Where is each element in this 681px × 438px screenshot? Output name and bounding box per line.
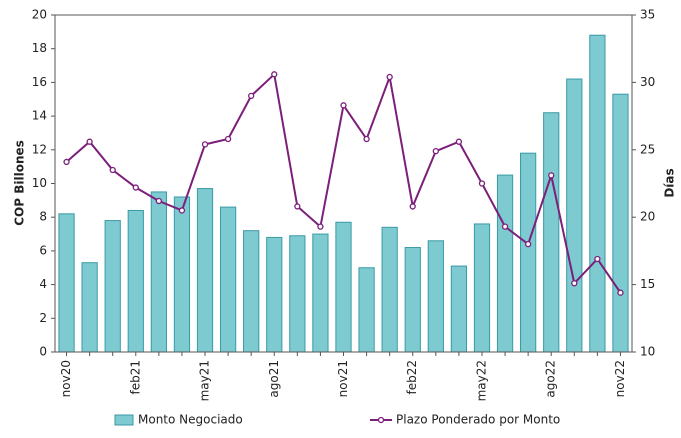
x-tick-label: nov21 <box>336 360 350 397</box>
marker <box>178 207 186 214</box>
bar <box>266 236 283 353</box>
marker <box>248 92 255 100</box>
bar <box>335 221 352 353</box>
y-tick-label: 18 <box>32 41 47 55</box>
marker <box>271 71 278 78</box>
bar <box>196 188 214 353</box>
x-tick-label: ago22 <box>544 360 558 398</box>
marker <box>501 223 509 230</box>
y-tick-label: 12 <box>32 142 47 156</box>
bar <box>58 213 75 353</box>
marker <box>132 184 139 191</box>
legend-swatch <box>114 414 134 426</box>
marker <box>478 180 486 187</box>
bar <box>496 174 514 353</box>
y-tick-label: 14 <box>32 109 47 123</box>
marker <box>432 147 439 155</box>
y-tick-label: 16 <box>32 75 47 89</box>
marker <box>386 73 393 81</box>
x-tick-label: nov20 <box>59 360 73 397</box>
x-tick-label: ago21 <box>267 360 281 398</box>
bar <box>473 223 491 353</box>
bar <box>427 240 444 353</box>
y-tick-label: 20 <box>32 8 47 22</box>
y2-axis-title: Días <box>663 168 677 197</box>
y2-tick-label: 35 <box>640 8 655 22</box>
marker <box>294 203 301 210</box>
x-tick-label: feb22 <box>405 360 419 395</box>
y2-tick-label: 20 <box>640 210 655 224</box>
bar <box>243 230 260 353</box>
marker <box>340 102 347 109</box>
marker <box>224 135 232 143</box>
bar <box>381 226 398 353</box>
y-tick-label: 10 <box>32 176 47 190</box>
x-tick-label: may21 <box>198 360 212 401</box>
marker <box>548 172 555 179</box>
y-tick-label: 2 <box>39 311 47 325</box>
marker <box>524 241 532 248</box>
legend-label: Plazo Ponderado por Monto <box>396 413 560 427</box>
marker <box>455 138 463 145</box>
x-tick-label: feb21 <box>128 360 142 395</box>
bar <box>127 209 144 353</box>
bar <box>450 265 468 353</box>
bar <box>520 152 537 353</box>
x-tick-label: nov22 <box>613 360 627 397</box>
marker <box>594 255 601 263</box>
marker <box>363 135 370 143</box>
marker <box>571 280 578 287</box>
y2-tick-label: 10 <box>640 345 655 359</box>
bar <box>104 220 121 353</box>
bar <box>150 191 167 353</box>
marker <box>109 166 116 174</box>
marker <box>317 223 324 230</box>
marker <box>617 289 624 296</box>
legend-label: Monto Negociado <box>138 413 243 427</box>
bar <box>358 267 375 353</box>
y-tick-label: 4 <box>39 277 47 291</box>
legend-marker <box>377 416 385 424</box>
marker <box>86 138 93 145</box>
bar <box>543 112 560 353</box>
bar <box>566 78 583 353</box>
bar <box>289 235 306 353</box>
bar <box>219 206 237 353</box>
bar <box>173 196 191 353</box>
y-tick-label: 0 <box>39 345 47 359</box>
marker <box>201 141 209 148</box>
bar <box>81 262 98 353</box>
x-tick-label: may22 <box>474 360 488 401</box>
y-tick-label: 6 <box>39 243 47 257</box>
y2-tick-label: 25 <box>640 142 655 156</box>
bar <box>589 34 606 353</box>
bar <box>312 233 329 353</box>
y2-tick-label: 30 <box>640 75 655 89</box>
y-axis-title: COP Billones <box>13 140 27 226</box>
marker <box>63 158 70 166</box>
bar <box>404 247 421 353</box>
bar <box>612 93 629 353</box>
y2-tick-label: 15 <box>640 277 655 291</box>
marker <box>409 203 416 210</box>
y-tick-label: 8 <box>39 210 47 224</box>
marker <box>155 197 163 205</box>
